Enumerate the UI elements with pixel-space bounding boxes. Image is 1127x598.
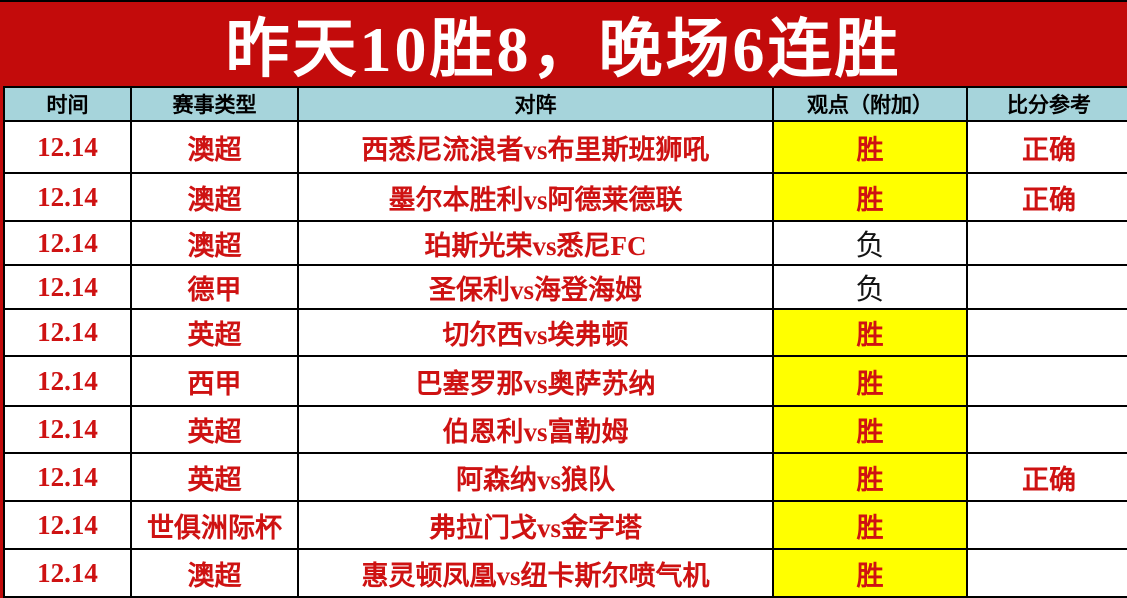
match-cell: 西悉尼流浪者vs布里斯班狮吼 [297,120,774,174]
date-cell: 12.14 [3,264,132,310]
pick-cell: 胜 [772,308,968,357]
table-row: 12.14 澳超 珀斯光荣vs悉尼FC 负 [3,220,1127,266]
table-row: 12.14 德甲 圣保利vs海登海姆 负 [3,264,1127,310]
pick-cell: 负 [772,264,968,310]
league-cell: 澳超 [130,172,299,222]
match-cell: 阿森纳vs狼队 [297,452,774,502]
header-row: 时间 赛事类型 对阵 观点（附加） 比分参考 [3,86,1127,122]
match-cell: 伯恩利vs富勒姆 [297,405,774,454]
column-header-league: 赛事类型 [130,86,299,122]
match-cell: 切尔西vs埃弗顿 [297,308,774,357]
date-cell: 12.14 [3,120,132,174]
pick-cell: 负 [772,220,968,266]
predictions-table: 时间 赛事类型 对阵 观点（附加） 比分参考 12.14 澳超 西悉尼流浪者vs… [3,86,1127,598]
result-cell [966,264,1127,310]
league-cell: 澳超 [130,220,299,266]
date-cell: 12.14 [3,355,132,407]
table-row: 12.14 澳超 墨尔本胜利vs阿德莱德联 胜 正确 [3,172,1127,222]
league-cell: 德甲 [130,264,299,310]
league-cell: 澳超 [130,548,299,598]
banner-title: 昨天10胜8，晚场6连胜 [225,14,902,85]
pick-cell: 胜 [772,452,968,502]
pick-cell: 胜 [772,172,968,222]
league-cell: 西甲 [130,355,299,407]
date-cell: 12.14 [3,220,132,266]
table-row: 12.14 西甲 巴塞罗那vs奥萨苏纳 胜 [3,355,1127,407]
result-cell [966,405,1127,454]
date-cell: 12.14 [3,172,132,222]
date-cell: 12.14 [3,308,132,357]
pick-cell: 胜 [772,355,968,407]
table-row: 12.14 英超 切尔西vs埃弗顿 胜 [3,308,1127,357]
result-cell: 正确 [966,120,1127,174]
date-cell: 12.14 [3,500,132,550]
column-header-match: 对阵 [297,86,774,122]
result-cell [966,355,1127,407]
result-cell [966,220,1127,266]
date-cell: 12.14 [3,548,132,598]
table-row: 12.14 英超 阿森纳vs狼队 胜 正确 [3,452,1127,502]
column-header-time: 时间 [3,86,132,122]
date-cell: 12.14 [3,452,132,502]
pick-cell: 胜 [772,120,968,174]
match-cell: 圣保利vs海登海姆 [297,264,774,310]
table-row: 12.14 世俱洲际杯 弗拉门戈vs金字塔 胜 [3,500,1127,550]
table-row: 12.14 英超 伯恩利vs富勒姆 胜 [3,405,1127,454]
match-cell: 惠灵顿凤凰vs纽卡斯尔喷气机 [297,548,774,598]
league-cell: 世俱洲际杯 [130,500,299,550]
column-header-result: 比分参考 [966,86,1127,122]
pick-cell: 胜 [772,548,968,598]
league-cell: 英超 [130,308,299,357]
table-row: 12.14 澳超 西悉尼流浪者vs布里斯班狮吼 胜 正确 [3,120,1127,174]
league-cell: 澳超 [130,120,299,174]
result-cell [966,500,1127,550]
table-row: 12.14 澳超 惠灵顿凤凰vs纽卡斯尔喷气机 胜 [3,548,1127,598]
result-cell: 正确 [966,172,1127,222]
pick-cell: 胜 [772,405,968,454]
match-cell: 墨尔本胜利vs阿德莱德联 [297,172,774,222]
match-cell: 弗拉门戈vs金字塔 [297,500,774,550]
league-cell: 英超 [130,452,299,502]
result-cell [966,308,1127,357]
date-cell: 12.14 [3,405,132,454]
match-cell: 珀斯光荣vs悉尼FC [297,220,774,266]
match-cell: 巴塞罗那vs奥萨苏纳 [297,355,774,407]
pick-cell: 胜 [772,500,968,550]
result-cell: 正确 [966,452,1127,502]
column-header-pick: 观点（附加） [772,86,968,122]
result-cell [966,548,1127,598]
banner: 昨天10胜8，晚场6连胜 [0,0,1127,86]
league-cell: 英超 [130,405,299,454]
